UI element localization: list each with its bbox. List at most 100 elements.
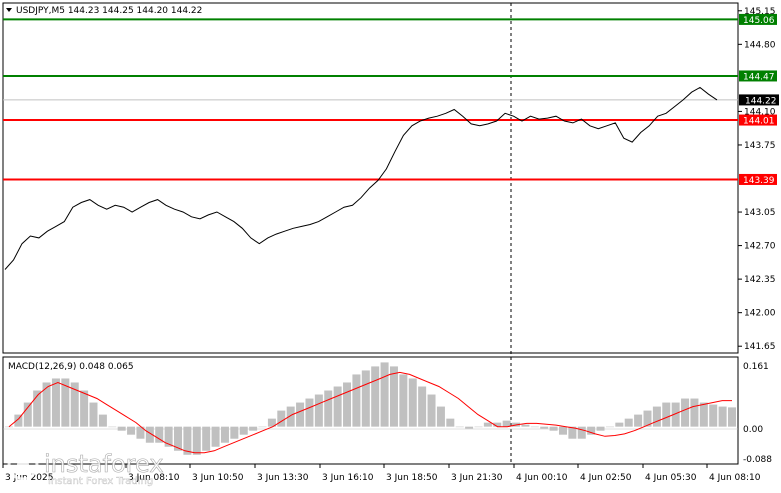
macd-histogram-bar	[652, 406, 661, 427]
macd-histogram-bar	[145, 426, 154, 443]
macd-histogram-bar	[127, 426, 136, 435]
level-tag	[739, 114, 777, 126]
macd-histogram-bar	[183, 426, 192, 455]
time-tick-label: 3 Jun 10:50	[192, 473, 244, 483]
level-tag-label: 144.47	[743, 72, 775, 82]
time-tick-label: 3 Jun 16:10	[322, 473, 374, 483]
time-tick-label: 3 Jun 18:50	[386, 473, 438, 483]
macd-histogram-bar	[155, 426, 164, 443]
symbol-info: USDJPY,M5 144.23 144.25 144.20 144.22	[16, 6, 202, 16]
macd-histogram-bar	[230, 426, 239, 439]
macd-histogram-bar	[352, 374, 361, 427]
macd-histogram-bar	[51, 378, 60, 427]
macd-histogram-bar	[23, 402, 32, 427]
macd-histogram-bar	[98, 414, 107, 427]
macd-histogram-bar	[202, 426, 211, 451]
macd-histogram-bar	[211, 426, 220, 447]
macd-histogram-bar	[239, 426, 248, 435]
macd-histogram-bar	[89, 402, 98, 427]
time-tick-label: 4 Jun 02:50	[580, 473, 632, 483]
macd-histogram-bar	[80, 390, 89, 427]
macd-histogram-bar	[249, 426, 258, 431]
watermark-tagline: Instant Forex Trading	[48, 476, 153, 487]
macd-histogram-bar	[267, 418, 276, 427]
price-axis: 145.15 144.80 144.10 143.75 143.05 142.70 142.…	[738, 7, 776, 352]
time-tick-label: 3 Jun 21:30	[451, 473, 503, 483]
macd-histogram-bar	[380, 362, 389, 427]
macd-histogram-bar	[690, 398, 699, 427]
price-tick-label: 142.35	[744, 275, 776, 285]
macd-histogram-bar	[220, 426, 229, 443]
level-tag-label: 144.01	[743, 117, 775, 127]
macd-tick-zero: 0.00	[743, 425, 763, 435]
macd-histogram-bar	[117, 426, 126, 431]
macd-histogram-bar	[305, 398, 314, 427]
macd-histogram-bar	[389, 366, 398, 427]
dropdown-arrow-icon[interactable]	[6, 8, 12, 12]
macd-histogram-bar	[718, 406, 727, 427]
macd-label: MACD(12,26,9) 0.048 0.065	[8, 362, 134, 372]
macd-histogram-bar	[624, 418, 633, 427]
macd-histogram-bar	[296, 402, 305, 427]
price-tick-label: 143.05	[744, 208, 776, 218]
macd-histogram-bar	[728, 407, 736, 427]
price-tick-label: 143.75	[744, 141, 776, 151]
macd-histogram-bar	[643, 410, 652, 427]
macd-histogram-bar	[681, 398, 690, 427]
time-tick-label: 4 Jun 00:10	[516, 473, 568, 483]
macd-tick-top: 0.161	[743, 362, 769, 372]
macd-tick-bottom: -0.088	[743, 455, 772, 465]
support-resistance-levels	[3, 18, 738, 181]
price-tick-label: 142.70	[744, 242, 776, 252]
macd-histogram-bar	[174, 426, 183, 451]
macd-histogram-bar	[436, 406, 445, 427]
level-tag-label: 143.39	[743, 176, 775, 186]
macd-histogram-bar	[14, 414, 23, 427]
macd-histogram-bar	[361, 370, 370, 427]
current-price-label: 144.22	[745, 96, 777, 106]
macd-histogram-bar	[587, 426, 596, 435]
macd-histogram-bar	[446, 418, 455, 427]
macd-histogram-bar	[70, 382, 79, 427]
level-tag	[739, 173, 777, 185]
macd-histogram-bar	[286, 406, 295, 427]
macd-histogram-bar	[662, 402, 671, 427]
symbol-dropdown[interactable]: USDJPY,M5 144.23 144.25 144.20 144.22	[6, 6, 202, 16]
macd-histogram-bar	[699, 402, 708, 427]
macd-histogram-bar	[465, 426, 474, 429]
watermark-brand: instaforex	[44, 450, 164, 478]
macd-histogram-bar	[455, 426, 464, 428]
macd-histogram-bar	[192, 426, 201, 455]
macd-histogram-bar	[530, 426, 539, 428]
price-panel-frame	[2, 2, 739, 354]
macd-histogram-bar	[540, 426, 549, 429]
macd-histogram-bar	[502, 420, 511, 427]
macd-histogram-bar	[399, 374, 408, 427]
macd-histogram-bar	[136, 426, 145, 439]
macd-histogram-bar	[483, 422, 492, 427]
macd-histogram-bar	[549, 426, 558, 431]
level-tag-label: 145.06	[743, 16, 775, 26]
macd-histogram-bar	[568, 426, 577, 439]
price-tick-label: 145.15	[744, 7, 776, 17]
macd-histogram-bar	[615, 422, 624, 427]
macd-histogram-bar	[343, 382, 352, 427]
time-tick-label: 3 Jun 08:10	[128, 473, 180, 483]
macd-histogram-bar	[521, 424, 530, 427]
instaforex-logo-core	[17, 459, 29, 471]
macd-histogram-bar	[324, 390, 333, 427]
macd-histogram	[5, 362, 736, 455]
level-price-tags: 145.06 144.47 144.01 143.39	[739, 13, 777, 186]
macd-histogram-bar	[33, 390, 42, 427]
macd-histogram-bar	[314, 394, 323, 427]
macd-histogram-bar	[5, 426, 13, 428]
instaforex-watermark: instaforex Instant Forex Trading	[7, 449, 164, 487]
macd-histogram-bar	[709, 404, 718, 427]
macd-histogram-bar	[493, 422, 502, 427]
macd-histogram-bar	[61, 378, 70, 427]
macd-histogram-bar	[558, 426, 567, 435]
macd-histogram-bar	[634, 414, 643, 427]
macd-histogram-bar	[577, 426, 586, 439]
macd-histogram-bar	[164, 426, 173, 447]
